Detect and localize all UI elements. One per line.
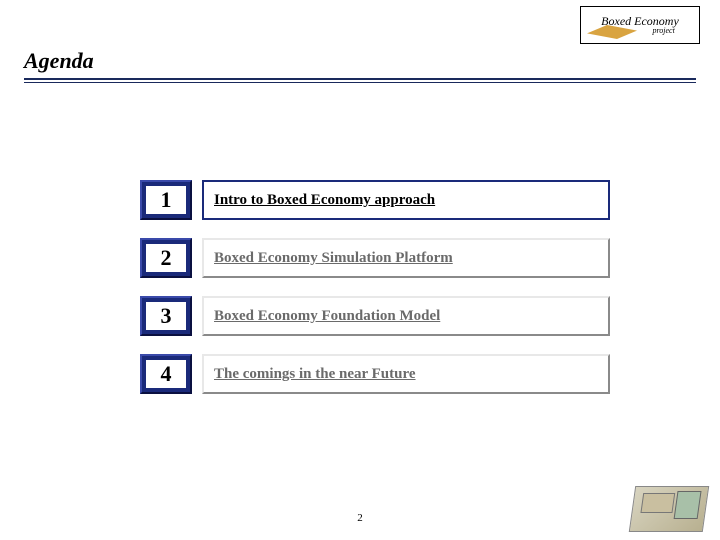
title-block: Agenda <box>24 48 696 83</box>
agenda-label: Boxed Economy Simulation Platform <box>214 250 453 267</box>
agenda-list: 1 Intro to Boxed Economy approach 2 Boxe… <box>140 180 610 412</box>
agenda-label-box: Intro to Boxed Economy approach <box>202 180 610 220</box>
logo-text: Boxed Economy project <box>601 15 679 35</box>
agenda-label: Intro to Boxed Economy approach <box>214 192 435 209</box>
agenda-label-box: The comings in the near Future <box>202 354 610 394</box>
decorative-graphic <box>629 486 709 532</box>
agenda-number-box: 2 <box>140 238 192 278</box>
page-number: 2 <box>357 512 363 524</box>
agenda-number: 1 <box>146 186 186 214</box>
slide: Boxed Economy project Agenda 1 Intro to … <box>0 0 720 540</box>
agenda-item-1: 1 Intro to Boxed Economy approach <box>140 180 610 220</box>
agenda-item-4: 4 The comings in the near Future <box>140 354 610 394</box>
page-title: Agenda <box>24 48 696 76</box>
project-logo: Boxed Economy project <box>580 6 700 44</box>
title-underline <box>24 78 696 83</box>
logo-sub: project <box>601 27 679 35</box>
agenda-number-box: 4 <box>140 354 192 394</box>
agenda-number: 2 <box>146 244 186 272</box>
agenda-item-2: 2 Boxed Economy Simulation Platform <box>140 238 610 278</box>
agenda-label-box: Boxed Economy Simulation Platform <box>202 238 610 278</box>
agenda-number: 3 <box>146 302 186 330</box>
agenda-label: Boxed Economy Foundation Model <box>214 308 440 325</box>
agenda-label: The comings in the near Future <box>214 366 416 383</box>
agenda-number: 4 <box>146 360 186 388</box>
agenda-number-box: 3 <box>140 296 192 336</box>
agenda-number-box: 1 <box>140 180 192 220</box>
agenda-item-3: 3 Boxed Economy Foundation Model <box>140 296 610 336</box>
agenda-label-box: Boxed Economy Foundation Model <box>202 296 610 336</box>
